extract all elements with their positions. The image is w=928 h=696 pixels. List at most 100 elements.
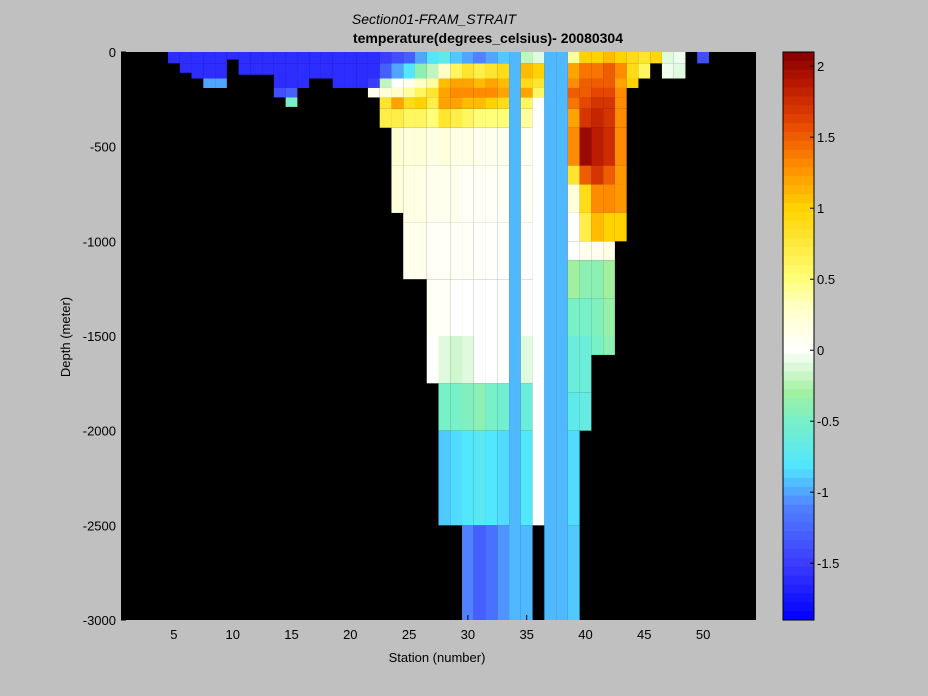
- heatmap-cell: [603, 241, 615, 261]
- x-axis: 5 10 15 20 25 30 35 40 45 50: [170, 615, 710, 642]
- heatmap-cell: [450, 78, 463, 88]
- heatmap-cell: [462, 165, 474, 223]
- colorbar-swatch: [783, 336, 814, 346]
- heatmap-cell: [426, 52, 439, 64]
- heatmap-cell: [403, 97, 415, 109]
- chart-title: Section01-FRAM_STRAIT: [352, 11, 518, 27]
- heatmap-cell: [579, 78, 592, 88]
- heatmap-cell: [403, 127, 415, 166]
- colorbar-tick-label: 2: [817, 59, 824, 74]
- heatmap-cell: [520, 108, 533, 128]
- heatmap-cell: [191, 63, 204, 79]
- heatmap-cell: [285, 52, 298, 64]
- heatmap-cell: [403, 108, 415, 128]
- heatmap-cell: [567, 525, 580, 620]
- colorbar-swatch: [783, 469, 814, 479]
- heatmap-cell: [485, 127, 498, 166]
- colorbar-swatch: [783, 415, 814, 426]
- heatmap-cell: [591, 127, 604, 166]
- heatmap-cell: [403, 87, 415, 98]
- colorbar-tick-label: 1.5: [817, 130, 835, 145]
- heatmap-cell: [450, 127, 463, 166]
- heatmap-cell: [438, 165, 451, 223]
- heatmap-cell: [462, 63, 474, 79]
- heatmap-cell: [238, 63, 251, 75]
- heatmap-cell: [391, 97, 404, 109]
- chart-subtitle: temperature(degrees_celsius)- 20080304: [353, 30, 623, 46]
- heatmap-cell: [191, 52, 204, 64]
- colorbar-swatch: [783, 105, 814, 115]
- heatmap-cell: [356, 63, 368, 79]
- heatmap-cell: [661, 52, 674, 64]
- colorbar-swatch: [783, 344, 814, 355]
- heatmap-cell: [579, 87, 592, 98]
- heatmap-cell: [520, 52, 533, 64]
- heatmap-cell: [614, 87, 627, 98]
- heatmap-cell: [485, 52, 498, 64]
- heatmap-cell: [579, 127, 592, 166]
- heatmap-cell: [462, 108, 474, 128]
- heatmap-cell: [591, 52, 604, 64]
- heatmap-cell: [391, 63, 404, 79]
- heatmap-cell: [473, 127, 486, 166]
- heatmap-cell: [614, 63, 627, 79]
- heatmap-cell: [485, 87, 498, 98]
- colorbar-swatch: [783, 424, 814, 435]
- colorbar-swatch: [783, 220, 814, 231]
- colorbar-swatch: [783, 327, 814, 337]
- heatmap-cell: [356, 52, 368, 64]
- heatmap-cell: [497, 279, 510, 336]
- heatmap-cell: [391, 127, 404, 166]
- heatmap-cell: [226, 52, 239, 60]
- y-tick-label: -2000: [83, 424, 116, 439]
- heatmap-cell: [567, 336, 580, 393]
- heatmap-cell: [497, 78, 510, 88]
- heatmap-cell: [462, 78, 474, 88]
- heatmap-cell: [285, 97, 298, 107]
- colorbar-swatch: [783, 256, 814, 266]
- heatmap-cell: [579, 260, 592, 299]
- colorbar-swatch: [783, 478, 814, 488]
- colorbar-swatch: [783, 247, 814, 257]
- heatmap-cell: [567, 260, 580, 299]
- heatmap-cell: [379, 108, 392, 128]
- heatmap-cell: [462, 97, 474, 109]
- heatmap-cell: [579, 184, 592, 213]
- colorbar-swatch: [783, 460, 814, 470]
- colorbar-swatch: [783, 611, 814, 621]
- heatmap-cell: [485, 336, 498, 384]
- colorbar-swatch: [783, 273, 814, 284]
- heatmap-cell: [438, 97, 451, 109]
- heatmap-cell: [603, 212, 615, 242]
- heatmap-cell: [603, 184, 615, 213]
- heatmap-cell: [614, 108, 627, 128]
- heatmap-cell: [462, 279, 474, 336]
- heatmap-cell: [414, 52, 427, 64]
- heatmap-cell: [520, 525, 533, 620]
- heatmap-cell: [473, 87, 486, 98]
- heatmap-cell: [462, 222, 474, 280]
- heatmap-cell: [179, 52, 192, 64]
- heatmap-cell: [215, 63, 227, 79]
- y-tick-label: -3000: [83, 613, 116, 628]
- heatmap-cell: [603, 127, 615, 166]
- heatmap-cell: [473, 383, 486, 431]
- heatmap-cell: [532, 87, 545, 98]
- heatmap-cell: [262, 63, 274, 75]
- colorbar-swatch: [783, 202, 814, 213]
- colorbar-swatch: [783, 238, 814, 248]
- colorbar-swatch: [783, 229, 814, 239]
- x-tick-label: 20: [343, 627, 357, 642]
- heatmap-cell: [450, 336, 463, 384]
- colorbar-swatch: [783, 442, 814, 452]
- heatmap-cell: [497, 87, 510, 98]
- heatmap-cell: [520, 279, 533, 336]
- colorbar-swatch: [783, 362, 814, 373]
- heatmap-cell: [532, 97, 545, 526]
- heatmap-cell: [426, 63, 439, 79]
- heatmap-cell: [673, 52, 686, 64]
- colorbar-swatch: [783, 566, 814, 577]
- heatmap-cell: [579, 165, 592, 185]
- heatmap-cell: [603, 298, 615, 336]
- heatmap-cell: [603, 78, 615, 88]
